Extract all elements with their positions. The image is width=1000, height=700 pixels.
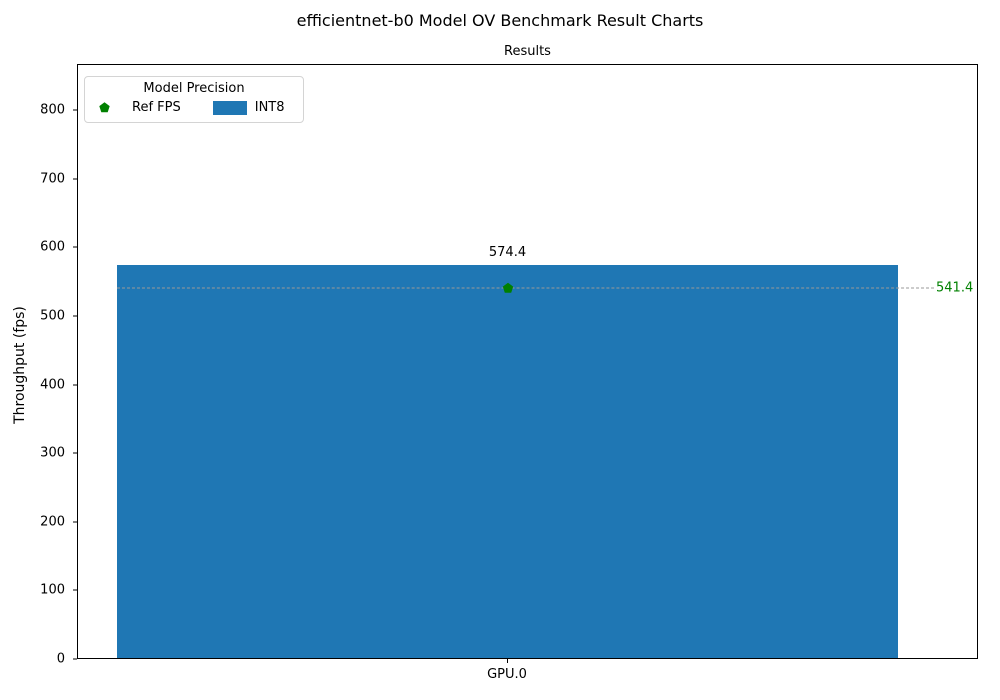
y-tick-label: 200 <box>40 514 65 530</box>
legend-label-int8: INT8 <box>254 100 285 115</box>
y-tick-mark <box>73 384 77 385</box>
y-tick-label: 400 <box>40 377 65 392</box>
pentagon-shape <box>502 282 514 293</box>
y-tick-label: 800 <box>40 102 65 118</box>
reference-value-label: 541.4 <box>936 280 974 296</box>
y-tick-label: 300 <box>40 445 65 461</box>
y-tick-mark <box>73 589 77 591</box>
y-tick-mark <box>73 109 77 111</box>
figure-title: efficientnet-b0 Model OV Benchmark Resul… <box>296 11 704 30</box>
legend-item-int8: INT8 <box>212 100 285 115</box>
y-tick-mark <box>73 452 77 454</box>
y-axis-ticks: 0 100 200 300 400 500 600 700 800 <box>0 64 77 666</box>
y-tick-label: 0 <box>56 651 65 667</box>
bar-value-label: 574.4 <box>488 245 527 261</box>
y-tick-label: 700 <box>40 171 65 187</box>
legend-label-ref-fps: Ref FPS <box>132 100 181 115</box>
y-tick-mark <box>73 178 77 180</box>
y-tick-mark <box>73 315 77 317</box>
legend-swatch-int8 <box>212 100 247 115</box>
reference-line <box>117 287 934 289</box>
legend-title: Model Precision <box>143 81 245 96</box>
pentagon-marker-icon <box>98 102 110 113</box>
x-tick-mark-gpu0 <box>507 659 508 663</box>
pentagon-shape <box>98 102 110 113</box>
plot-area: 574.4 541.4 Model Precision Ref FPS <box>77 64 978 663</box>
reference-marker-pentagon-icon <box>502 282 514 293</box>
y-tick-label: 500 <box>40 308 65 324</box>
legend-marker-box <box>93 102 115 113</box>
legend-row: Ref FPS INT8 <box>93 100 295 115</box>
bar-gpu0 <box>117 265 898 658</box>
y-tick-mark <box>73 521 77 523</box>
legend: Model Precision Ref FPS INT8 <box>84 76 304 123</box>
y-tick-mark <box>73 246 77 248</box>
axes-title: Results <box>504 44 551 59</box>
y-tick-label: 100 <box>40 582 65 598</box>
legend-item-ref-fps: Ref FPS <box>93 100 181 115</box>
y-tick-mark <box>73 658 77 660</box>
x-tick-label-gpu0: GPU.0 <box>487 667 527 682</box>
y-tick-label: 600 <box>40 239 65 255</box>
